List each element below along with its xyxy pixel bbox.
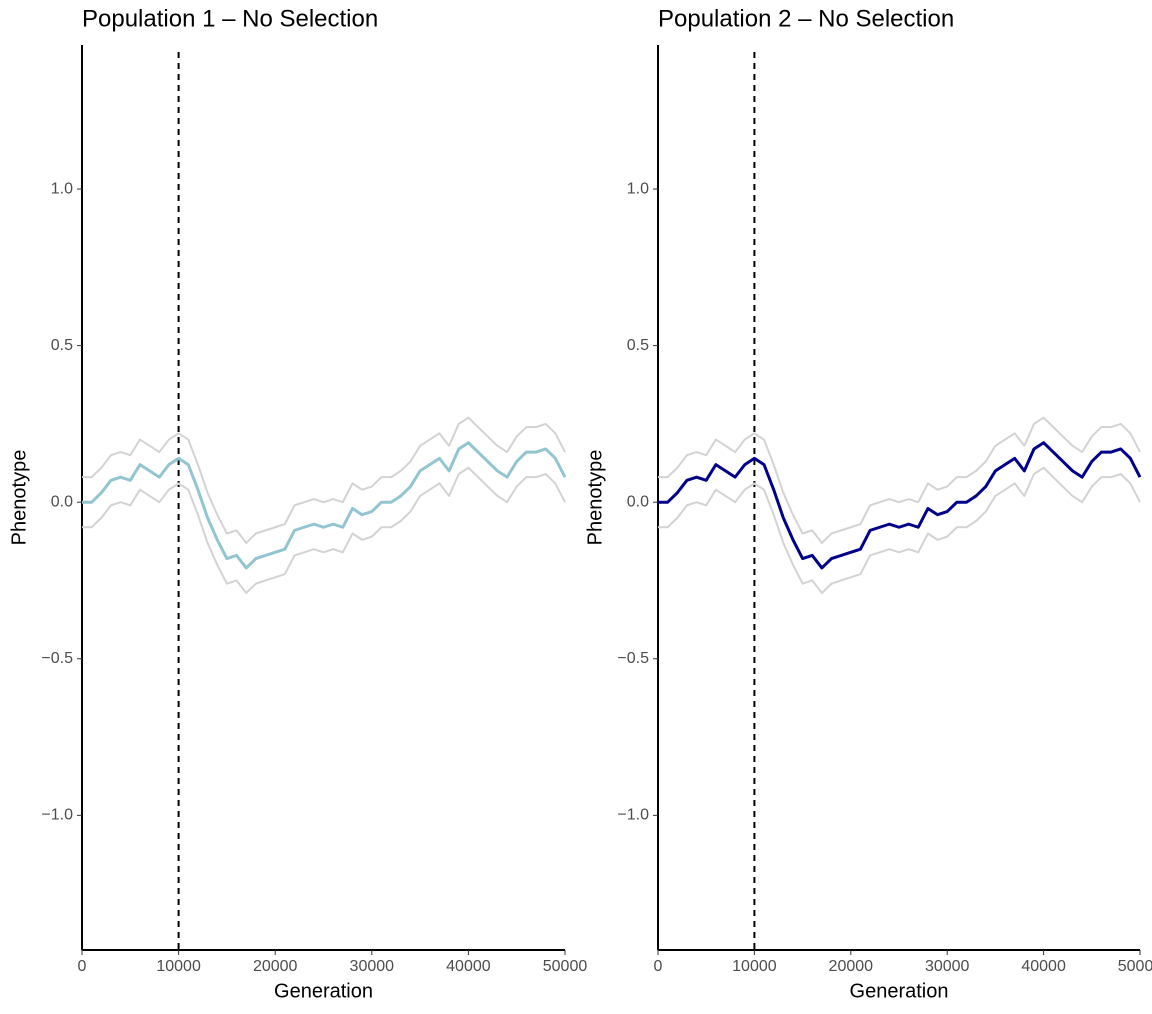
series-line	[82, 466, 566, 595]
series-line	[82, 416, 566, 544]
y-axis-label: Phenotype	[8, 450, 30, 546]
x-tick-label: 10000	[156, 958, 201, 975]
x-tick-label: 0	[654, 958, 663, 975]
series-line	[82, 441, 567, 570]
y-tick-label: −1.0	[41, 807, 73, 824]
y-tick-label: 0.5	[627, 337, 649, 354]
y-tick-label: 1.0	[627, 180, 649, 197]
y-tick-label: 0.5	[51, 337, 73, 354]
y-axis-label: Phenotype	[584, 450, 606, 546]
x-tick-label: 10000	[732, 958, 777, 975]
x-tick-label: 30000	[925, 958, 970, 975]
y-tick-label: −1.0	[617, 807, 649, 824]
x-tick-label: 20000	[829, 958, 874, 975]
y-tick-label: 1.0	[51, 180, 73, 197]
y-tick-label: −0.5	[617, 650, 649, 667]
x-tick-label: 50000	[543, 958, 588, 975]
x-tick-label: 30000	[350, 958, 395, 975]
x-tick-label: 20000	[253, 958, 298, 975]
x-tick-label: 40000	[446, 958, 491, 975]
chart-title: Population 1 – No Selection	[82, 5, 378, 32]
x-axis-label: Generation	[274, 980, 373, 1002]
x-tick-label: 50000	[1118, 958, 1152, 975]
x-tick-label: 0	[78, 958, 87, 975]
series-line	[658, 441, 1142, 570]
x-tick-label: 40000	[1021, 958, 1066, 975]
y-tick-label: 0.0	[627, 493, 649, 510]
chart-title: Population 2 – No Selection	[658, 5, 954, 32]
y-tick-label: −0.5	[41, 650, 73, 667]
series-line	[658, 416, 1141, 544]
y-tick-label: 0.0	[51, 493, 73, 510]
series-line	[658, 466, 1141, 595]
x-axis-label: Generation	[850, 980, 949, 1002]
